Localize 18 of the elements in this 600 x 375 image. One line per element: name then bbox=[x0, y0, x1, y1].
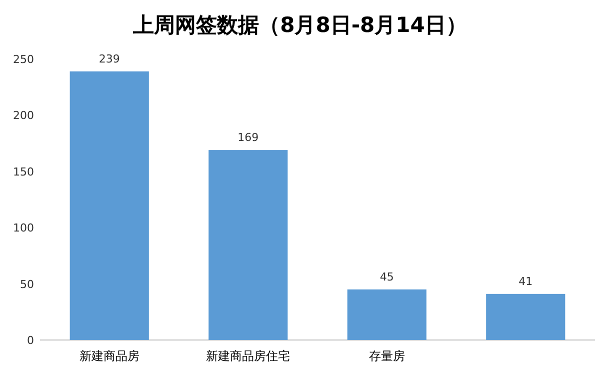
bar bbox=[70, 71, 149, 340]
x-tick-label: 新建商品房 bbox=[79, 349, 140, 363]
y-tick-label: 250 bbox=[13, 53, 34, 66]
y-tick-label: 100 bbox=[13, 222, 34, 235]
y-tick-label: 0 bbox=[27, 334, 34, 347]
x-tick-label: 新建商品房住宅 bbox=[206, 349, 290, 363]
bar bbox=[208, 150, 288, 340]
chart-title: 上周网签数据（8月8日-8月14日） bbox=[132, 13, 467, 37]
data-label: 239 bbox=[98, 52, 120, 66]
bar bbox=[347, 289, 426, 340]
bar bbox=[486, 294, 566, 340]
y-tick-label: 150 bbox=[13, 165, 34, 178]
data-label: 41 bbox=[518, 274, 533, 288]
y-tick-label: 200 bbox=[13, 109, 34, 122]
data-label: 45 bbox=[380, 270, 394, 284]
data-label: 169 bbox=[238, 131, 259, 144]
x-tick-label: 存量房 bbox=[368, 349, 405, 363]
y-tick-label: 50 bbox=[20, 278, 34, 291]
